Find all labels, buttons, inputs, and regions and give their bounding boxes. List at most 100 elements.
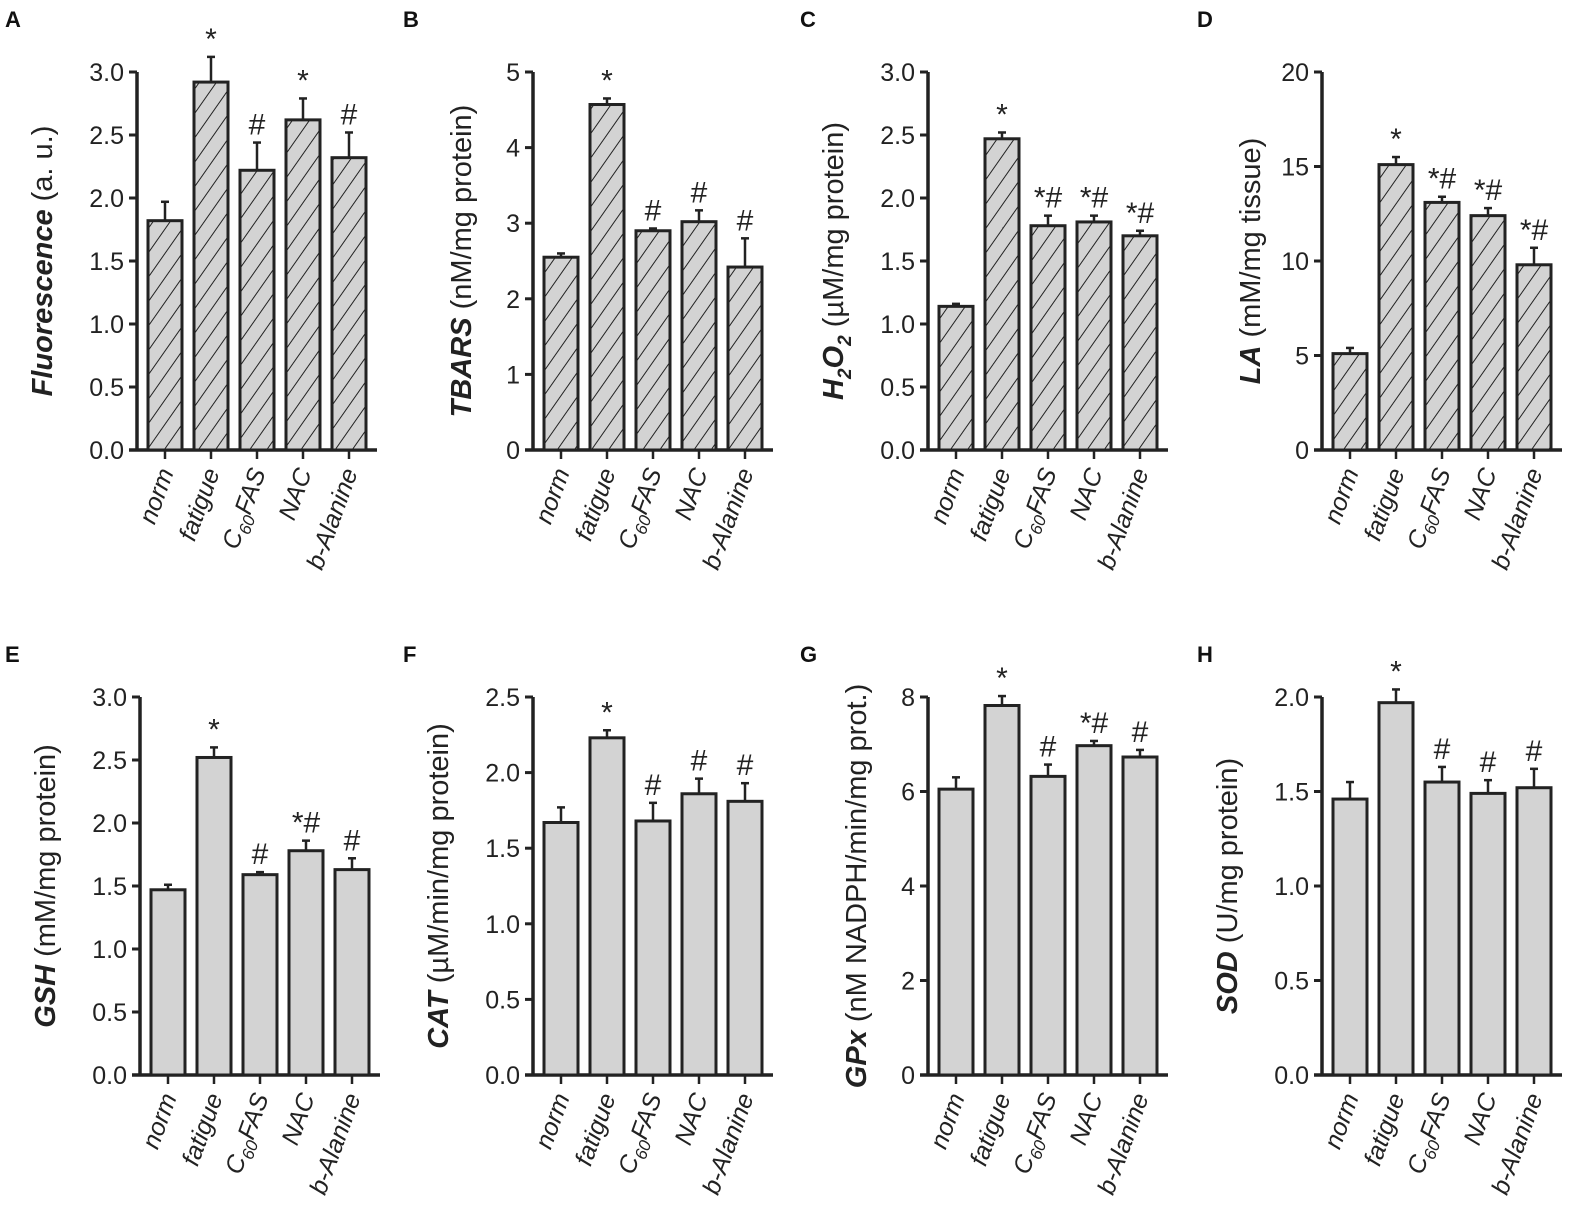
- bar: [149, 888, 187, 1077]
- y-tick-label: 8: [901, 684, 915, 712]
- bar: [542, 820, 580, 1077]
- y-label-part: 2: [835, 335, 856, 347]
- category-label: fatigue: [965, 1089, 1017, 1169]
- bar: [680, 792, 718, 1077]
- panel-f: F 0.0 0.5 1.0 1.5 2.0 2.5 CAT (µM/min/mg protei…: [403, 642, 773, 1198]
- category-label: NAC: [1064, 1089, 1109, 1149]
- significance-label: #: [645, 769, 662, 802]
- bar: [192, 80, 230, 452]
- y-axis-label: GPx (nM NADPH/min/mg prot.): [841, 684, 873, 1088]
- category-label: fatigue: [1359, 464, 1411, 544]
- y-label-part: Fluorescence: [27, 209, 59, 396]
- y-axis-label: SOD (U/mg protein): [1212, 758, 1244, 1014]
- category-label: norm: [1319, 464, 1365, 527]
- bar: [1121, 755, 1159, 1077]
- cat-part: FAS: [625, 464, 667, 518]
- y-tick-label: 1.0: [1274, 873, 1309, 901]
- cat-part: FAS: [229, 464, 271, 518]
- bar: [634, 819, 672, 1077]
- y-tick-label: 1.5: [89, 248, 124, 276]
- significance-label: *#: [1126, 197, 1155, 230]
- y-label-part: O: [818, 345, 850, 368]
- significance-label: *: [996, 662, 1008, 695]
- significance-label: *: [601, 64, 613, 97]
- category-label: fatigue: [570, 464, 622, 544]
- significance-label: #: [1040, 731, 1057, 764]
- significance-label: *#: [1080, 182, 1109, 215]
- bar: [634, 229, 672, 452]
- bar: [726, 799, 764, 1077]
- cat-part: FAS: [232, 1089, 274, 1143]
- bar: [983, 137, 1021, 452]
- y-tick-label: 3: [506, 210, 520, 238]
- category-label: norm: [1319, 1089, 1365, 1152]
- significance-label: *: [1390, 123, 1402, 156]
- panel-b: B 0 1 2 3 4 5 TBARS (nM/mg protein) norm * fatigue…: [403, 7, 773, 573]
- bar: [1423, 200, 1461, 452]
- y-axis-label: CAT (µM/min/mg protein): [423, 723, 455, 1049]
- y-axis-label: H2O2 (µM/mg protein): [818, 122, 856, 400]
- y-axis-label: Fluorescence (a. u.): [27, 126, 59, 397]
- category-label: norm: [134, 464, 180, 527]
- bar: [1515, 263, 1553, 452]
- y-tick-label: 6: [901, 779, 915, 807]
- y-tick-label: 2.0: [485, 760, 520, 788]
- significance-label: #: [645, 194, 662, 227]
- y-label-part: H: [818, 378, 850, 400]
- y-label-part: LA: [1235, 346, 1267, 385]
- category-label: norm: [530, 1089, 576, 1152]
- y-tick-label: 1.5: [485, 835, 520, 863]
- y-tick-label: 4: [506, 135, 520, 163]
- y-tick-label: 3.0: [880, 59, 915, 87]
- y-tick-label: 0.5: [880, 374, 915, 402]
- y-tick-label: 3.0: [92, 684, 127, 712]
- bar: [937, 787, 975, 1077]
- category-label: C60FAS: [1008, 1089, 1067, 1179]
- significance-label: #: [344, 824, 361, 857]
- bar: [542, 255, 580, 452]
- bar: [726, 265, 764, 452]
- y-tick-label: 2: [901, 968, 915, 996]
- y-label-part: SOD: [1212, 951, 1244, 1014]
- significance-label: #: [252, 838, 269, 871]
- y-label-part: 2: [835, 368, 856, 380]
- bar: [1331, 797, 1369, 1077]
- panel-label: D: [1197, 7, 1213, 32]
- category-label: NAC: [669, 1089, 714, 1149]
- y-tick-label: 0.0: [880, 437, 915, 465]
- panel-label: G: [800, 642, 817, 667]
- y-label-part: (nM/mg protein): [446, 105, 478, 318]
- bar: [1075, 744, 1113, 1077]
- y-tick-label: 2.5: [485, 684, 520, 712]
- y-label-part: (U/mg protein): [1212, 758, 1244, 951]
- significance-label: *#: [1080, 707, 1109, 740]
- y-label-part: (mM/mg protein): [30, 744, 62, 965]
- category-label: C60FAS: [217, 464, 276, 554]
- y-tick-label: 2.0: [880, 185, 915, 213]
- significance-label: #: [341, 98, 358, 131]
- significance-label: #: [1132, 716, 1149, 749]
- category-label: norm: [925, 464, 971, 527]
- y-label-part: (µM/min/mg protein): [423, 723, 455, 991]
- bar: [333, 868, 371, 1077]
- y-tick-label: 1.0: [89, 311, 124, 339]
- panel-label: B: [403, 7, 419, 32]
- category-label: fatigue: [1359, 1089, 1411, 1169]
- y-axis-label: LA (mM/mg tissue): [1235, 138, 1267, 385]
- category-label: C60FAS: [220, 1089, 279, 1179]
- cat-part: FAS: [1414, 464, 1456, 518]
- bar: [330, 156, 368, 452]
- y-label-part: (µM/mg protein): [818, 122, 850, 335]
- panel-label: H: [1197, 642, 1213, 667]
- y-tick-label: 1.5: [92, 873, 127, 901]
- panel-h: H 0.0 0.5 1.0 1.5 2.0 SOD (U/mg protein) norm * f…: [1197, 642, 1562, 1198]
- panel-label: E: [5, 642, 20, 667]
- y-tick-label: 1: [506, 361, 520, 389]
- bar: [1075, 220, 1113, 452]
- bar: [1029, 224, 1067, 452]
- significance-label: *#: [1474, 174, 1503, 207]
- significance-label: *: [1390, 655, 1402, 688]
- category-label: norm: [530, 464, 576, 527]
